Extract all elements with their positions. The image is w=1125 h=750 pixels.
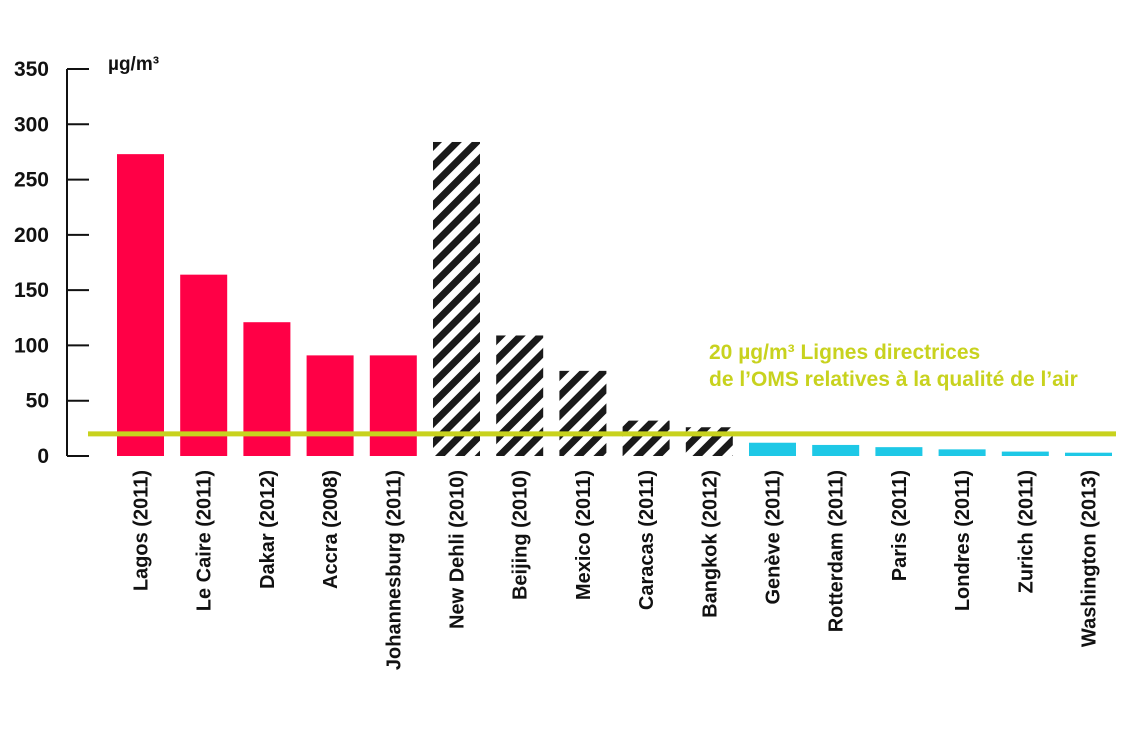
bar <box>1065 452 1112 456</box>
x-category-label: Washington (2013) <box>1079 470 1101 647</box>
bar <box>369 355 417 456</box>
who-guideline-label-line2: de l’OMS relatives à la qualité de l’air <box>709 368 1078 391</box>
bar <box>749 442 796 456</box>
x-category-label: Lagos (2011) <box>131 470 153 591</box>
bar <box>1001 451 1049 456</box>
x-category-label: Beijing (2010) <box>510 470 532 600</box>
bar <box>938 449 986 456</box>
y-tick-label: 0 <box>37 445 49 468</box>
bar <box>433 141 480 456</box>
y-tick-label: 350 <box>14 58 49 81</box>
x-category-label: Rotterdam (2011) <box>826 470 848 632</box>
x-category-label: Caracas (2011) <box>636 470 658 610</box>
reference-line-group: 20 µg/m³ Lignes directrices de l’OMS rel… <box>88 341 1116 437</box>
x-category-label: Paris (2011) <box>889 470 911 581</box>
bar <box>812 444 860 456</box>
who-guideline-label-line1: 20 µg/m³ Lignes directrices <box>709 341 980 364</box>
y-axis: 0 50 100 150 200 250 300 350 <box>14 58 89 468</box>
y-tick-label: 50 <box>26 390 49 413</box>
y-tick-label: 200 <box>14 224 49 247</box>
x-category-label: Mexico (2011) <box>573 470 595 600</box>
bar <box>875 447 923 456</box>
x-category-label: Londres (2011) <box>952 470 974 611</box>
x-category-label: Johannesburg (2011) <box>383 470 405 670</box>
x-category-label: Dakar (2012) <box>257 470 279 589</box>
bar <box>622 420 670 456</box>
bar <box>180 274 228 456</box>
y-tick-label: 100 <box>14 334 49 357</box>
bar <box>117 154 164 456</box>
bar <box>306 355 354 456</box>
x-category-label: New Dehli (2010) <box>447 470 469 629</box>
y-tick-label: 150 <box>14 279 49 302</box>
y-tick-label: 300 <box>14 113 49 136</box>
bar <box>559 370 607 456</box>
x-category-label: Zurich (2011) <box>1015 470 1037 593</box>
x-category-label: Genève (2011) <box>763 470 785 605</box>
unit-label: µg/m³ <box>108 54 159 75</box>
bars <box>117 141 1112 456</box>
x-category-label: Accra (2008) <box>320 470 342 589</box>
x-axis-labels: Lagos (2011) Le Caire (2011) Dakar (2012) A… <box>131 470 1101 670</box>
x-category-label: Le Caire (2011) <box>194 470 216 611</box>
bar <box>496 335 544 456</box>
x-category-label: Bangkok (2012) <box>699 470 721 618</box>
y-tick-label: 250 <box>14 169 49 192</box>
